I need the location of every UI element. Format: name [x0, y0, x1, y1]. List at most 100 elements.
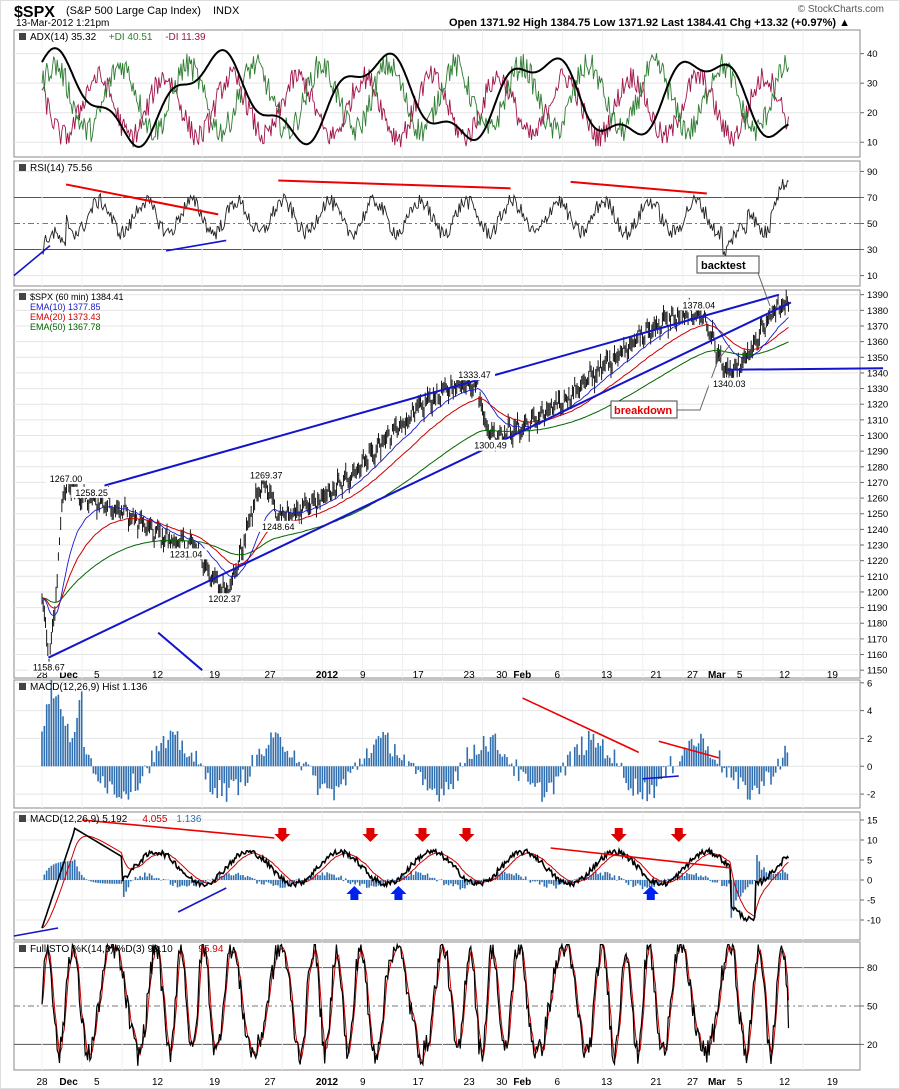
- hist-bar: [433, 766, 436, 789]
- macd-hist-bar: [739, 880, 742, 897]
- macd-hist-bar: [90, 880, 92, 882]
- macd-hist-bar: [288, 880, 291, 886]
- macd-hist-bar: [517, 874, 520, 880]
- macd-hist-bar: [569, 880, 571, 885]
- macd-hist-bar: [115, 880, 118, 884]
- hist-bar: [307, 764, 310, 767]
- hist-bar: [101, 766, 104, 777]
- macd-hist-bar: [62, 861, 64, 880]
- macd-hist-bar: [370, 880, 373, 886]
- hist-bar: [742, 766, 744, 782]
- macd-hist-bar: [99, 880, 102, 884]
- macd-hist-bar: [644, 880, 646, 887]
- macd-hist-bar: [139, 876, 141, 880]
- x-label: 30: [496, 1077, 508, 1088]
- hist-bar: [321, 766, 324, 785]
- hist-bar: [190, 752, 193, 767]
- hist-bar: [587, 730, 590, 767]
- macd-hist-bar: [235, 873, 237, 880]
- macd-hist-bar: [141, 877, 144, 880]
- macd-hist-bar: [429, 877, 431, 880]
- hist-bar: [108, 766, 111, 782]
- trendline: [104, 293, 780, 487]
- x-label: Dec: [59, 1077, 78, 1088]
- macd-hist-bar: [92, 880, 95, 883]
- x-label: 12: [779, 1077, 791, 1088]
- hist-bar: [744, 766, 747, 786]
- macd-hist-bar: [172, 880, 174, 886]
- macd-hist-bar: [679, 875, 681, 880]
- macd-hist-bar: [137, 878, 139, 880]
- macd-hist-bar: [169, 880, 172, 885]
- x-label: Mar: [708, 1077, 726, 1088]
- macd-hist-bar: [571, 880, 574, 883]
- macd-hist-bar: [503, 871, 506, 880]
- macd-hist-bar: [125, 880, 127, 892]
- macd-hist-bar: [616, 880, 618, 881]
- trendline: [726, 367, 884, 371]
- y-tick-label: 1200: [867, 587, 888, 598]
- macd-hist-bar: [94, 880, 97, 883]
- macd-hist-bar: [382, 880, 384, 885]
- hist-bar: [522, 766, 525, 772]
- macd-hist-bar: [230, 875, 233, 880]
- hist-bar: [57, 694, 60, 767]
- hist-bar: [242, 766, 244, 770]
- hist-bar: [623, 766, 625, 778]
- hist-bar: [648, 766, 651, 795]
- macd-hist-bar: [749, 880, 751, 885]
- macd-hist-bar: [744, 880, 747, 890]
- macd-hist-bar: [781, 869, 784, 880]
- legend-0-1: +DI 40.51: [109, 32, 153, 43]
- hist-bar: [644, 766, 646, 783]
- macd-hist-bar: [319, 875, 321, 880]
- macd-hist-bar: [763, 867, 765, 880]
- hist-bar: [389, 753, 391, 767]
- macd-hist-bar: [127, 880, 130, 888]
- macd-hist-bar: [443, 880, 445, 886]
- macd-hist-bar: [623, 879, 625, 880]
- hist-bar: [129, 766, 132, 793]
- macd-hist-bar: [550, 880, 553, 884]
- macd-hist-bar: [599, 872, 602, 880]
- hist-bar: [749, 766, 751, 800]
- hist-bar: [562, 762, 564, 767]
- hist-bar: [580, 736, 583, 767]
- hist-bar: [361, 764, 363, 767]
- hist-bar: [113, 766, 116, 795]
- macd-hist-bar: [45, 870, 48, 880]
- hist-bar: [85, 754, 88, 767]
- macd-hist-bar: [779, 872, 782, 880]
- x-label: 27: [264, 1077, 276, 1088]
- hist-bar: [464, 763, 466, 767]
- hist-bar: [158, 751, 160, 767]
- macd-hist-bar: [193, 880, 195, 886]
- x-label: Mar: [708, 670, 726, 681]
- x-label: 21: [651, 670, 663, 681]
- hist-bar: [106, 766, 109, 794]
- macd-hist-bar: [660, 880, 662, 882]
- macd-hist-bar: [753, 880, 756, 881]
- hist-bar: [265, 748, 268, 767]
- macd-hist-bar: [716, 880, 719, 883]
- macd-hist-bar: [272, 880, 275, 886]
- hist-bar: [450, 766, 452, 785]
- exchange-label: INDX: [213, 5, 240, 17]
- macd-hist-bar: [372, 880, 375, 887]
- hist-bar: [452, 766, 455, 790]
- price-label: 1258.25: [75, 488, 108, 498]
- hist-bar: [349, 766, 352, 773]
- hist-bar: [473, 744, 476, 767]
- hist-bar: [690, 738, 693, 767]
- hist-bar: [144, 765, 146, 767]
- macd-hist-bar: [440, 879, 443, 880]
- hist-bar: [295, 763, 298, 767]
- macd-hist-bar: [225, 873, 228, 880]
- x-label: 19: [827, 670, 839, 681]
- macd-hist-bar: [76, 866, 78, 880]
- macd-hist-bar: [316, 874, 319, 880]
- hist-bar: [555, 766, 557, 777]
- hist-bar: [398, 757, 401, 767]
- hist-bar: [501, 756, 504, 767]
- hist-divergence-line: [522, 697, 640, 754]
